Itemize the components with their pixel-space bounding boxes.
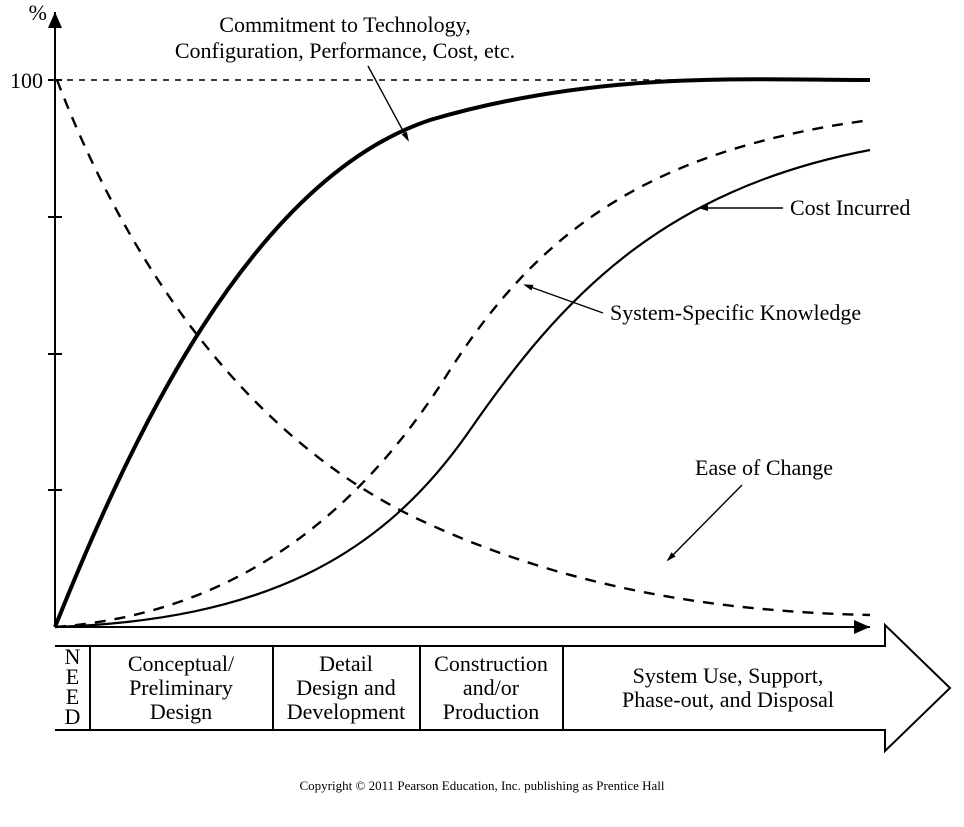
phase-label: Production — [443, 699, 540, 724]
phase-label: System Use, Support, — [633, 663, 824, 688]
chart-svg: % 100 Commitment to Technology,Configurati… — [0, 0, 964, 827]
label-ease-of-change: Ease of Change — [695, 455, 833, 480]
copyright: Copyright © 2011 Pearson Education, Inc.… — [299, 778, 664, 793]
label-knowledge: System-Specific Knowledge — [610, 300, 861, 325]
phase-label: Design — [150, 699, 212, 724]
chart-container: % 100 Commitment to Technology,Configurati… — [0, 0, 964, 827]
y-100-label: 100 — [10, 68, 43, 93]
phase-label: Detail — [319, 651, 373, 676]
label-commitment-2: Configuration, Performance, Cost, etc. — [175, 38, 515, 63]
label-cost-incurred: Cost Incurred — [790, 195, 910, 220]
phase-label: Preliminary — [129, 675, 233, 700]
phase-label: Construction — [434, 651, 548, 676]
phase-label: Conceptual/ — [128, 651, 235, 676]
phase-label: Phase-out, and Disposal — [622, 687, 834, 712]
phase-label: and/or — [463, 675, 520, 700]
y-axis-label: % — [29, 0, 47, 25]
phase-label: Development — [287, 699, 406, 724]
need-letter: D — [65, 704, 81, 729]
label-commitment-1: Commitment to Technology, — [219, 12, 470, 37]
phase-label: Design and — [296, 675, 396, 700]
